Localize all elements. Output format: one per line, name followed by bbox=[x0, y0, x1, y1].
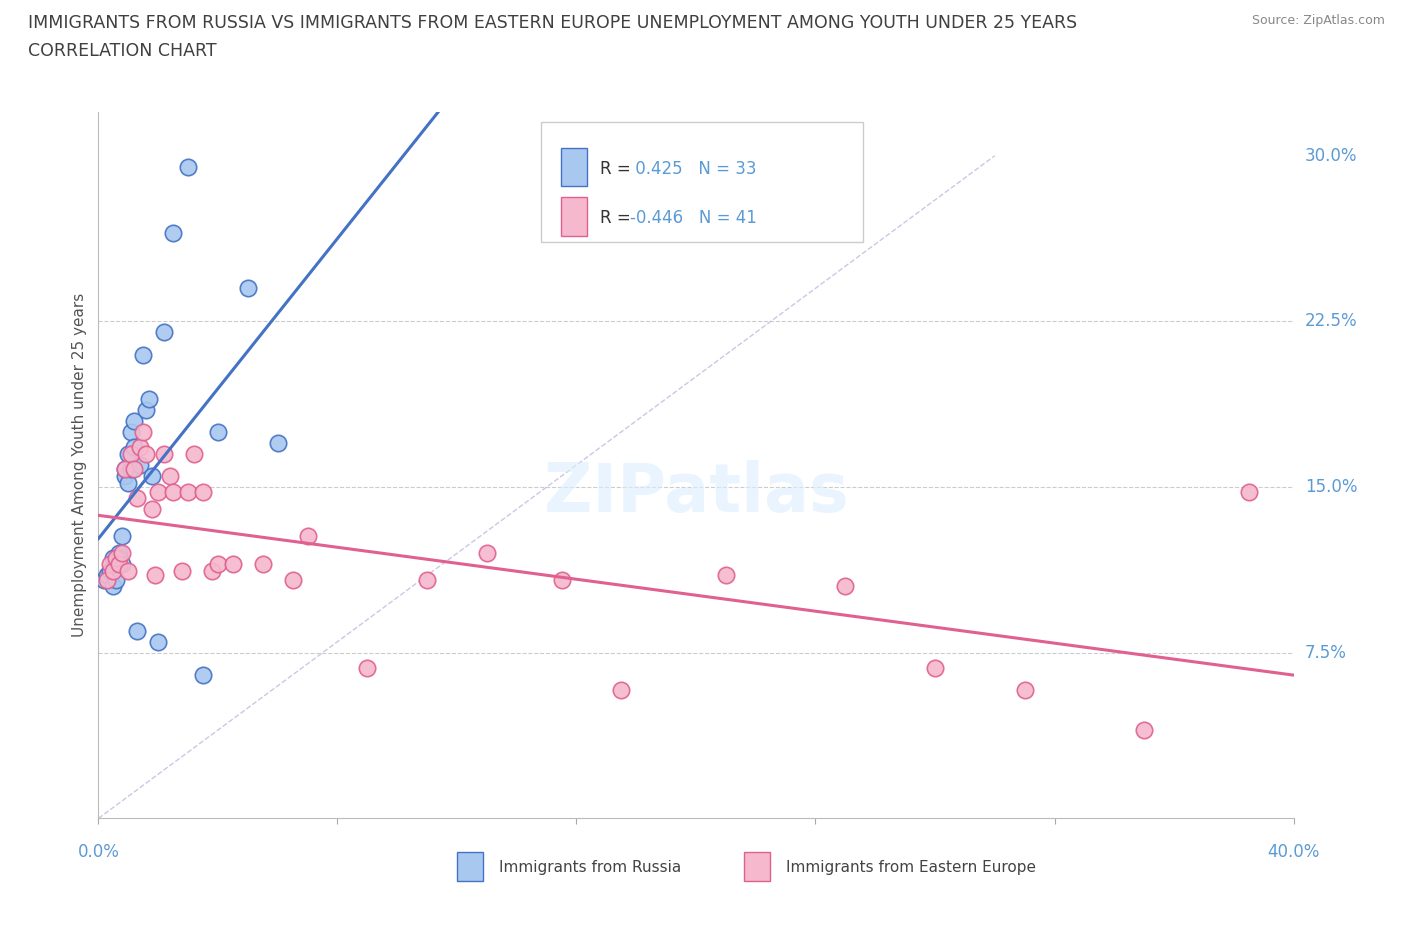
Point bbox=[610, 683, 633, 698]
Point bbox=[475, 546, 498, 561]
Point bbox=[236, 281, 259, 296]
Point bbox=[135, 446, 157, 461]
Y-axis label: Unemployment Among Youth under 25 years: Unemployment Among Youth under 25 years bbox=[72, 293, 87, 637]
Point bbox=[111, 557, 134, 572]
Point bbox=[103, 564, 125, 578]
Point bbox=[117, 564, 139, 578]
Text: R =: R = bbox=[600, 160, 631, 178]
Point bbox=[177, 485, 200, 499]
Text: 7.5%: 7.5% bbox=[1305, 644, 1347, 662]
Point bbox=[132, 424, 155, 439]
Text: CORRELATION CHART: CORRELATION CHART bbox=[28, 42, 217, 60]
Point bbox=[124, 462, 146, 477]
FancyBboxPatch shape bbox=[541, 122, 863, 243]
Point bbox=[550, 573, 572, 588]
Point bbox=[267, 435, 290, 450]
Point bbox=[108, 557, 131, 572]
Point bbox=[96, 573, 118, 588]
Text: 30.0%: 30.0% bbox=[1305, 147, 1357, 165]
Point bbox=[111, 546, 134, 561]
Text: R =: R = bbox=[600, 209, 631, 228]
Point bbox=[162, 226, 184, 241]
Point bbox=[207, 557, 229, 572]
Point bbox=[120, 446, 142, 461]
Text: Immigrants from Eastern Europe: Immigrants from Eastern Europe bbox=[786, 860, 1036, 875]
Point bbox=[416, 573, 439, 588]
Text: 0.425   N = 33: 0.425 N = 33 bbox=[630, 160, 756, 178]
Point bbox=[120, 462, 142, 477]
Point bbox=[138, 392, 160, 406]
Text: 22.5%: 22.5% bbox=[1305, 312, 1357, 330]
Text: ZIPatlas: ZIPatlas bbox=[544, 460, 848, 526]
Point bbox=[297, 528, 319, 543]
Point bbox=[252, 557, 274, 572]
Point bbox=[141, 502, 163, 517]
Point bbox=[135, 403, 157, 418]
Point bbox=[141, 469, 163, 484]
Point bbox=[96, 568, 118, 583]
Point bbox=[924, 660, 946, 675]
Point bbox=[356, 660, 378, 675]
Point bbox=[177, 159, 200, 174]
Point bbox=[117, 446, 139, 461]
FancyBboxPatch shape bbox=[744, 852, 770, 881]
Point bbox=[129, 440, 152, 455]
Point bbox=[1237, 485, 1260, 499]
Text: 0.0%: 0.0% bbox=[77, 844, 120, 861]
Point bbox=[124, 440, 146, 455]
Point bbox=[114, 462, 136, 477]
Text: -0.446   N = 41: -0.446 N = 41 bbox=[630, 209, 756, 228]
Point bbox=[105, 557, 128, 572]
Point bbox=[153, 326, 176, 340]
Point bbox=[172, 564, 194, 578]
Point bbox=[120, 424, 142, 439]
Point bbox=[98, 557, 122, 572]
Point bbox=[159, 469, 181, 484]
Point bbox=[105, 573, 128, 588]
Text: 15.0%: 15.0% bbox=[1305, 478, 1357, 496]
Point bbox=[98, 564, 122, 578]
Point bbox=[1133, 723, 1156, 737]
Text: IMMIGRANTS FROM RUSSIA VS IMMIGRANTS FROM EASTERN EUROPE UNEMPLOYMENT AMONG YOUT: IMMIGRANTS FROM RUSSIA VS IMMIGRANTS FRO… bbox=[28, 14, 1077, 32]
FancyBboxPatch shape bbox=[561, 148, 588, 186]
Point bbox=[191, 485, 214, 499]
Point bbox=[108, 551, 131, 565]
Point bbox=[114, 469, 136, 484]
Point bbox=[117, 475, 139, 490]
Point bbox=[183, 446, 205, 461]
Point bbox=[143, 568, 166, 583]
Point bbox=[124, 414, 146, 429]
Point bbox=[127, 491, 149, 506]
Point bbox=[127, 623, 149, 638]
Point bbox=[222, 557, 245, 572]
Point bbox=[114, 462, 136, 477]
Point bbox=[103, 551, 125, 565]
Point bbox=[201, 564, 224, 578]
Point bbox=[1014, 683, 1036, 698]
Point bbox=[103, 579, 125, 594]
FancyBboxPatch shape bbox=[561, 197, 588, 236]
Point bbox=[108, 546, 131, 561]
FancyBboxPatch shape bbox=[457, 852, 484, 881]
Point bbox=[834, 579, 856, 594]
Point bbox=[129, 458, 152, 472]
Point bbox=[148, 485, 170, 499]
Point bbox=[93, 573, 115, 588]
Point bbox=[105, 551, 128, 565]
Point bbox=[191, 668, 214, 683]
Point bbox=[714, 568, 737, 583]
Point bbox=[281, 573, 304, 588]
Point bbox=[148, 634, 170, 649]
Point bbox=[207, 424, 229, 439]
Point bbox=[162, 485, 184, 499]
Text: Source: ZipAtlas.com: Source: ZipAtlas.com bbox=[1251, 14, 1385, 27]
Point bbox=[132, 347, 155, 362]
Text: Immigrants from Russia: Immigrants from Russia bbox=[499, 860, 681, 875]
Point bbox=[111, 528, 134, 543]
Point bbox=[153, 446, 176, 461]
Text: 40.0%: 40.0% bbox=[1267, 844, 1320, 861]
